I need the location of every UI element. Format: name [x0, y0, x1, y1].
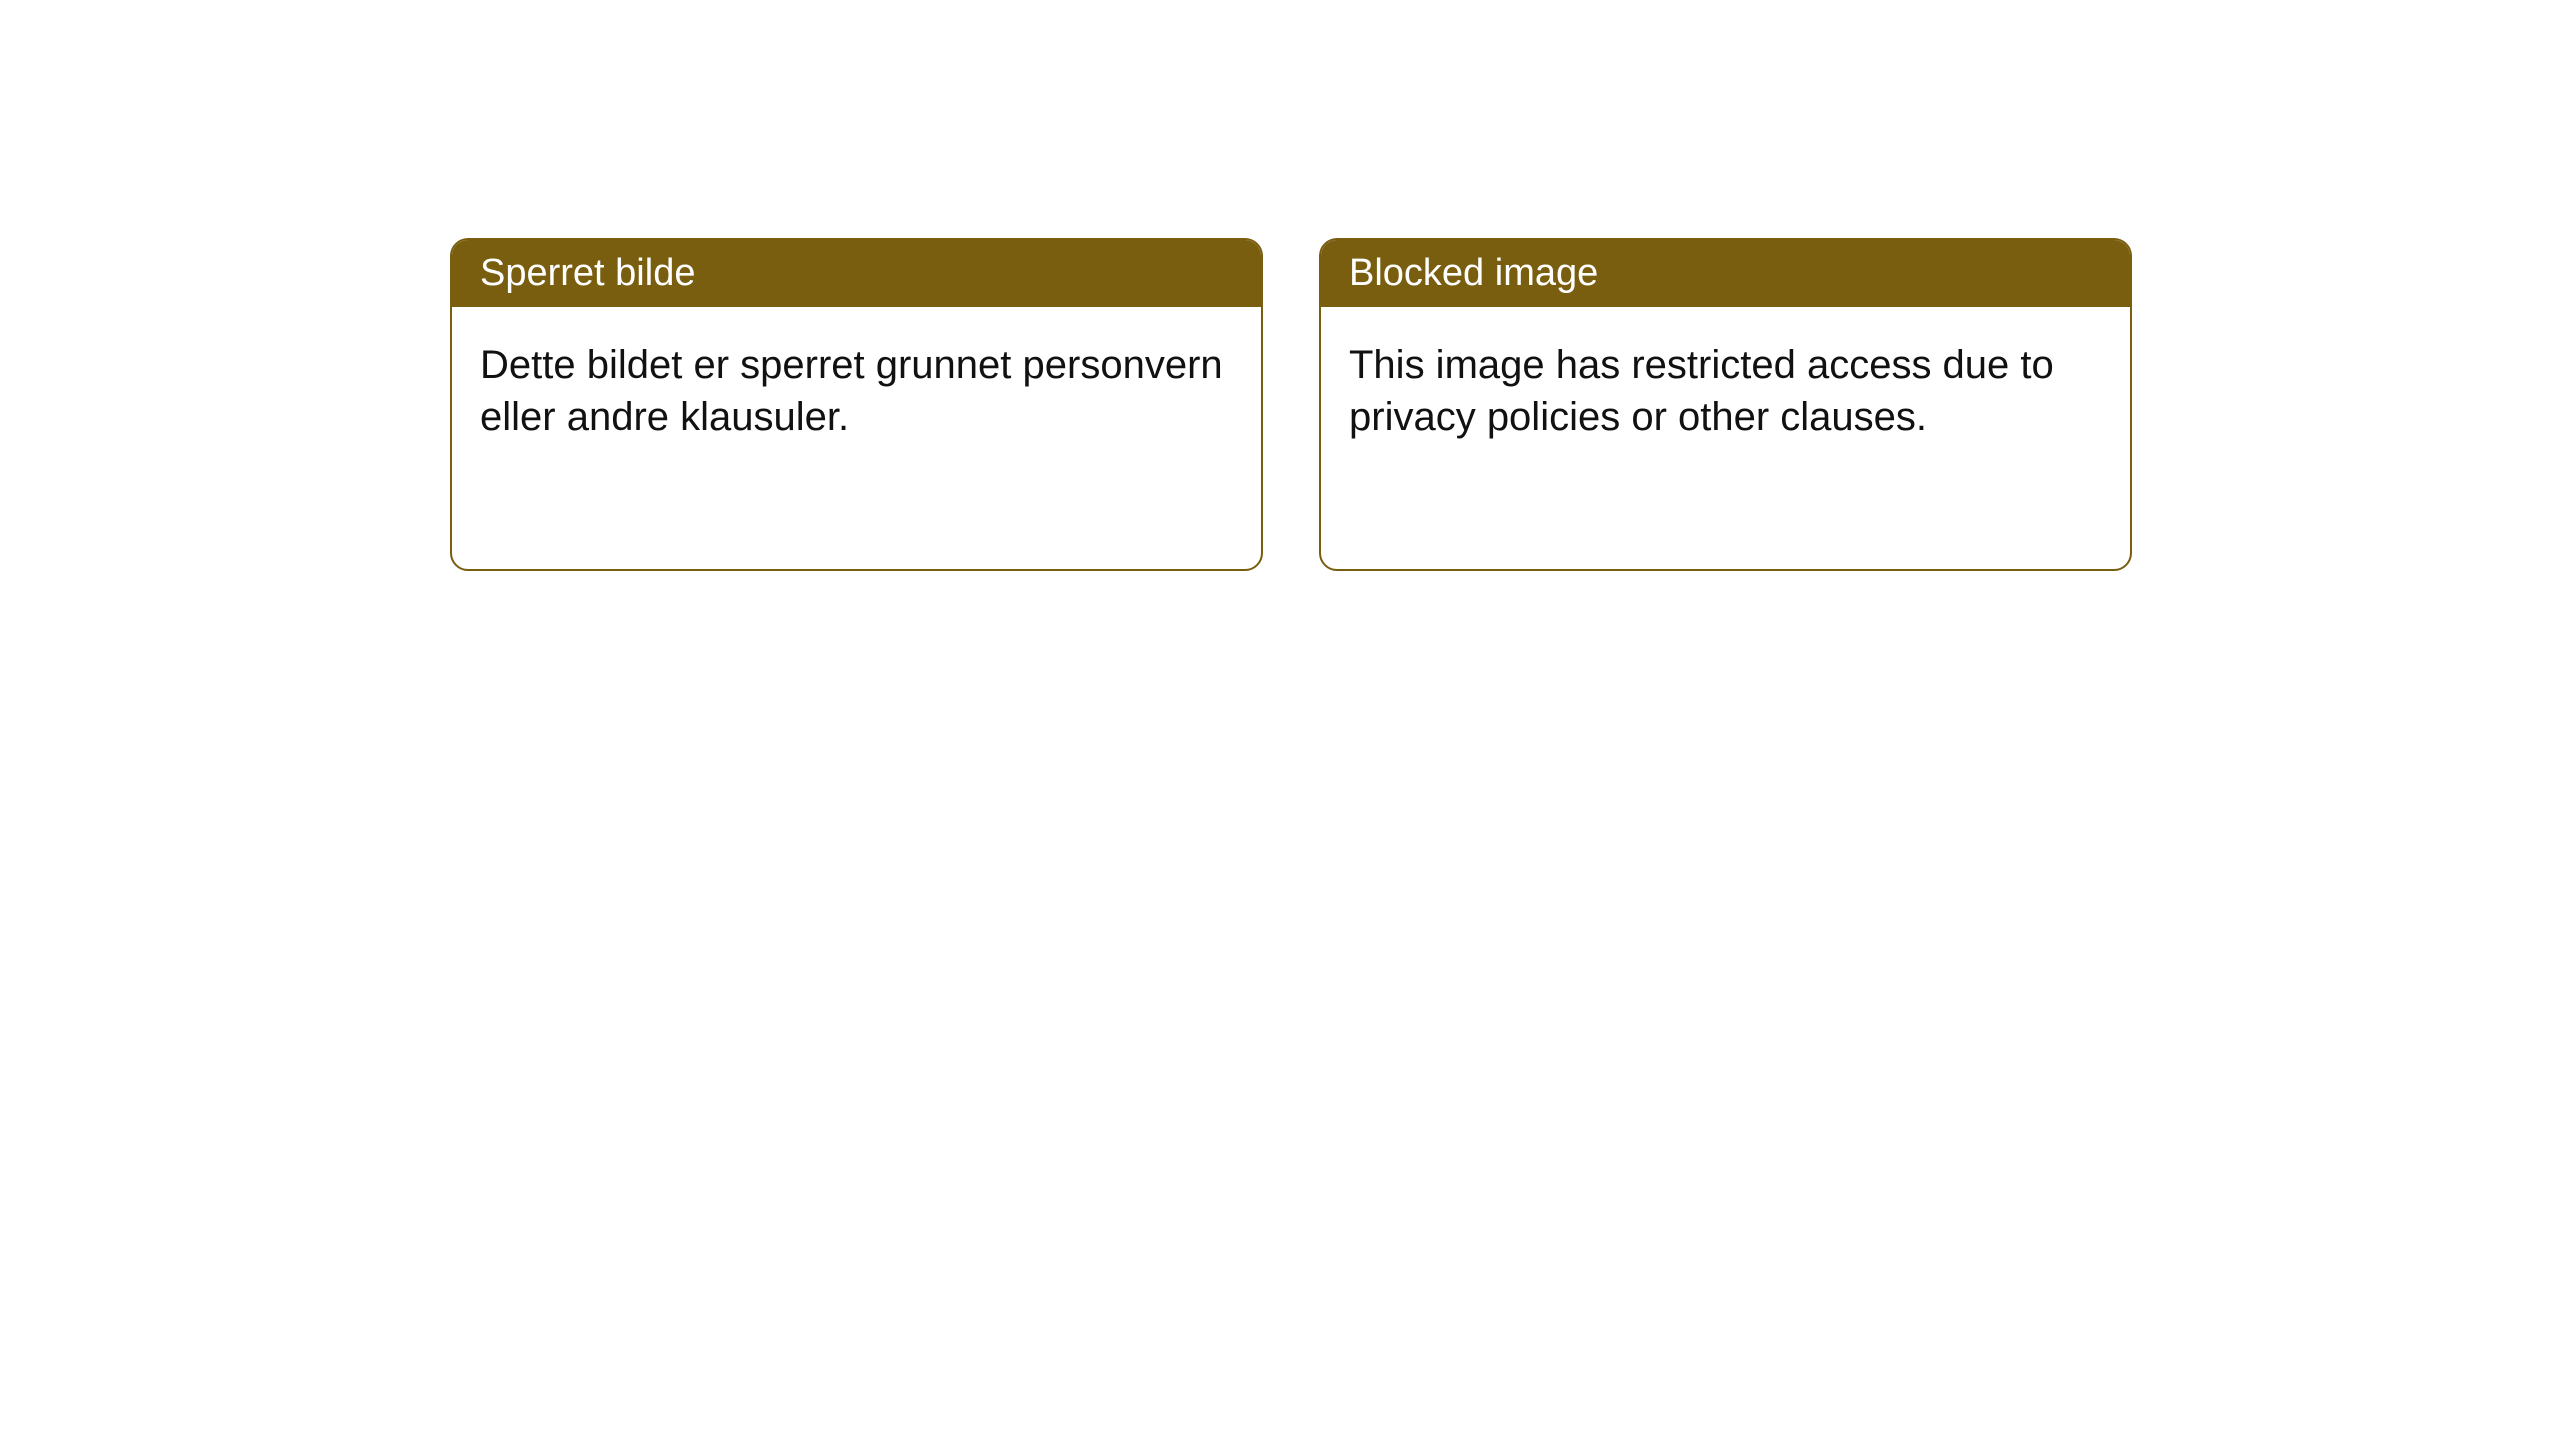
- notice-cards-container: Sperret bilde Dette bildet er sperret gr…: [450, 238, 2132, 571]
- notice-card-english: Blocked image This image has restricted …: [1319, 238, 2132, 571]
- notice-card-title: Blocked image: [1349, 252, 1598, 294]
- notice-card-body: Dette bildet er sperret grunnet personve…: [452, 307, 1261, 475]
- notice-card-title: Sperret bilde: [480, 252, 695, 294]
- notice-card-header: Blocked image: [1321, 240, 2130, 307]
- notice-card-header: Sperret bilde: [452, 240, 1261, 307]
- notice-card-text: This image has restricted access due to …: [1349, 343, 2054, 439]
- notice-card-text: Dette bildet er sperret grunnet personve…: [480, 343, 1223, 439]
- notice-card-body: This image has restricted access due to …: [1321, 307, 2130, 475]
- notice-card-norwegian: Sperret bilde Dette bildet er sperret gr…: [450, 238, 1263, 571]
